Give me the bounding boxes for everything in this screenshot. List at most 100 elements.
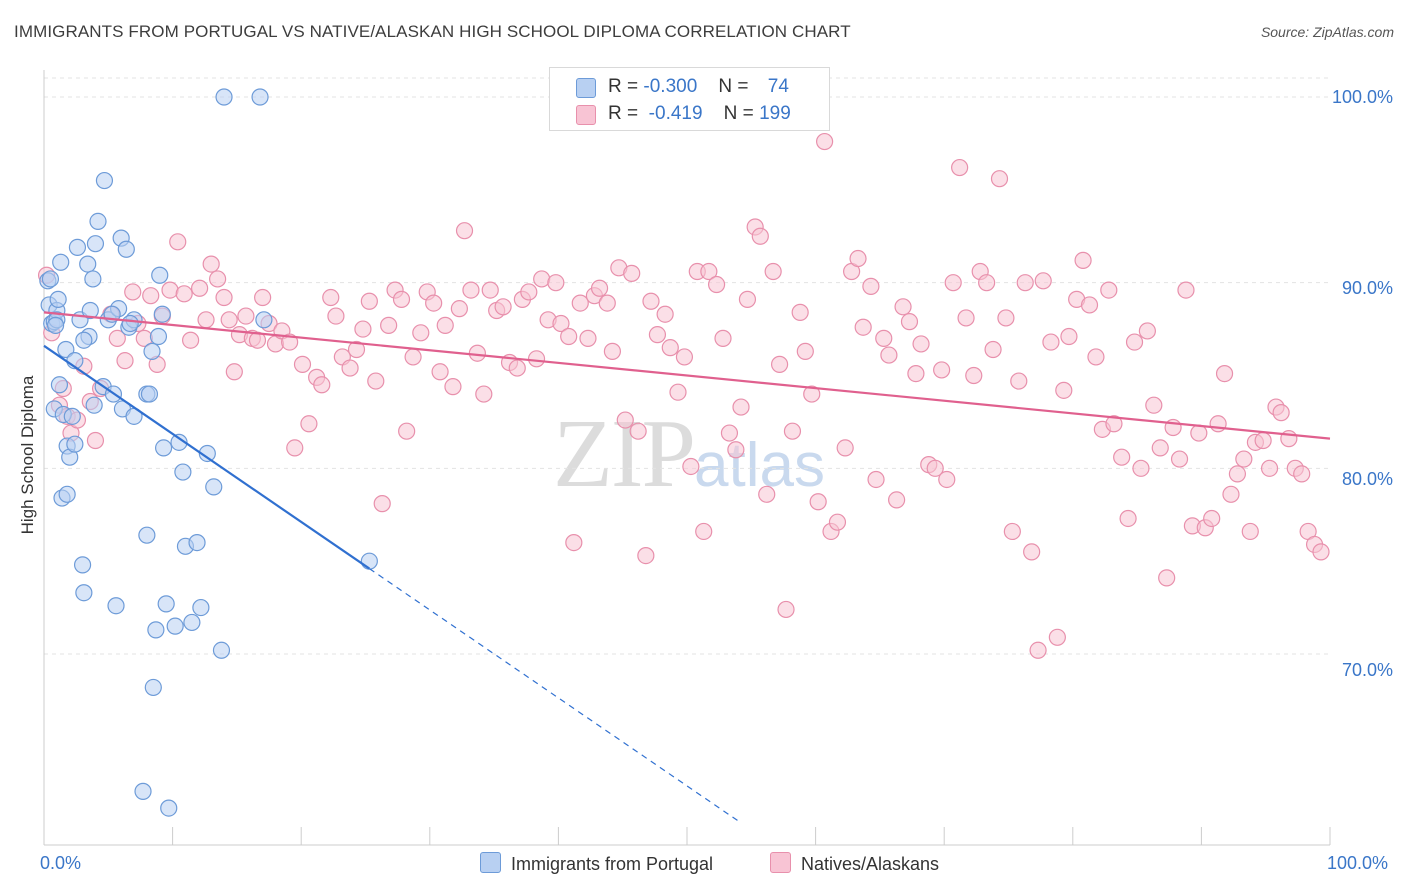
portugal-point xyxy=(81,301,99,320)
natives-point xyxy=(462,281,480,299)
natives-point xyxy=(286,439,304,457)
natives-point xyxy=(616,411,634,429)
natives-point xyxy=(1272,404,1290,422)
natives-point xyxy=(481,281,499,299)
natives-point xyxy=(161,281,179,299)
stats-legend: R = -0.300 N = 74 R = -0.419 N = 199 xyxy=(549,67,830,131)
portugal-point xyxy=(251,88,269,106)
portugal-point xyxy=(160,799,178,817)
natives-point xyxy=(552,314,570,333)
natives-point xyxy=(86,431,105,450)
legend-r-label: R = xyxy=(608,103,639,124)
natives-point xyxy=(367,372,385,390)
y-axis-label: High School Diploma xyxy=(18,375,37,535)
natives-point xyxy=(202,255,220,273)
portugal-point xyxy=(140,385,159,403)
portugal-point xyxy=(73,556,92,574)
portugal-point xyxy=(153,305,171,323)
trend-lines xyxy=(43,311,1331,822)
natives-point xyxy=(661,339,679,357)
legend-swatch-pink xyxy=(576,105,596,125)
natives-point xyxy=(1100,281,1118,299)
watermark-atlas: atlas xyxy=(694,431,825,500)
natives-point xyxy=(1034,272,1052,290)
portugal-point xyxy=(143,342,161,360)
natives-point xyxy=(281,333,299,351)
natives-point xyxy=(1113,448,1131,466)
x-tick-0: 0.0% xyxy=(40,853,82,873)
legend-n-pink: 199 xyxy=(759,103,791,124)
natives-point xyxy=(751,227,769,245)
legend-n-label: N = xyxy=(718,76,749,97)
portugal-point xyxy=(66,435,84,453)
natives-point xyxy=(313,376,331,394)
natives-point xyxy=(997,309,1015,327)
axes xyxy=(43,70,1331,846)
natives-point xyxy=(1042,333,1060,351)
blue-points xyxy=(39,88,378,817)
natives-point xyxy=(938,470,956,489)
natives-point xyxy=(875,329,893,347)
natives-point xyxy=(373,495,391,513)
natives-point xyxy=(341,359,359,377)
natives-point xyxy=(777,600,795,619)
natives-point xyxy=(669,383,687,401)
portugal-point xyxy=(215,88,233,106)
natives-point xyxy=(1055,381,1073,399)
natives-point xyxy=(380,316,398,334)
natives-point xyxy=(783,422,802,440)
legend-r-label: R = xyxy=(608,76,639,97)
natives-point xyxy=(1074,251,1092,269)
natives-point xyxy=(1170,450,1189,468)
y-tick-90: 90.0% xyxy=(1341,278,1393,298)
natives-point xyxy=(1003,522,1021,541)
natives-point xyxy=(116,352,134,370)
natives-point xyxy=(1222,485,1240,503)
legend-label-natives: Natives/Alaskans xyxy=(801,854,940,874)
natives-point xyxy=(1177,281,1195,299)
natives-point xyxy=(1023,543,1041,561)
natives-point xyxy=(293,355,312,373)
natives-point xyxy=(1060,327,1078,346)
natives-point xyxy=(629,422,647,440)
natives-point xyxy=(1119,509,1137,528)
natives-point xyxy=(1125,333,1144,351)
natives-point xyxy=(520,283,538,301)
portugal-point xyxy=(107,597,125,615)
natives-point xyxy=(926,459,944,477)
portugal-point xyxy=(144,678,162,697)
portugal-point xyxy=(63,407,81,425)
portugal-point xyxy=(95,171,114,190)
natives-point xyxy=(142,287,160,305)
natives-point xyxy=(816,132,834,151)
natives-point xyxy=(695,522,713,541)
y-tick-100: 100.0% xyxy=(1331,87,1393,107)
natives-point xyxy=(880,346,898,364)
chart-source: Source: ZipAtlas.com xyxy=(1260,24,1394,40)
natives-point xyxy=(579,329,597,347)
legend-swatch-natives xyxy=(770,852,791,873)
portugal-point xyxy=(41,270,60,288)
portugal-point xyxy=(151,266,169,284)
portugal-point xyxy=(134,782,152,800)
natives-point xyxy=(209,270,227,288)
legend-swatch-blue xyxy=(576,78,596,98)
legend-item-natives: Natives/Alaskans xyxy=(770,852,939,875)
natives-point xyxy=(1151,439,1169,457)
natives-point xyxy=(978,274,996,292)
natives-point xyxy=(1132,459,1150,477)
natives-point xyxy=(347,340,366,359)
natives-point xyxy=(468,344,486,362)
portugal-point xyxy=(75,331,93,349)
natives-point xyxy=(191,279,209,297)
portugal-point xyxy=(174,463,192,481)
natives-point xyxy=(803,385,821,403)
natives-point xyxy=(1215,365,1234,383)
natives-point xyxy=(254,288,272,307)
natives-point xyxy=(900,313,919,331)
portugal-point xyxy=(121,314,139,333)
portugal-point xyxy=(117,240,135,258)
natives-point xyxy=(225,363,243,381)
legend-r-pink: -0.419 xyxy=(648,103,703,124)
natives-point xyxy=(828,513,847,531)
